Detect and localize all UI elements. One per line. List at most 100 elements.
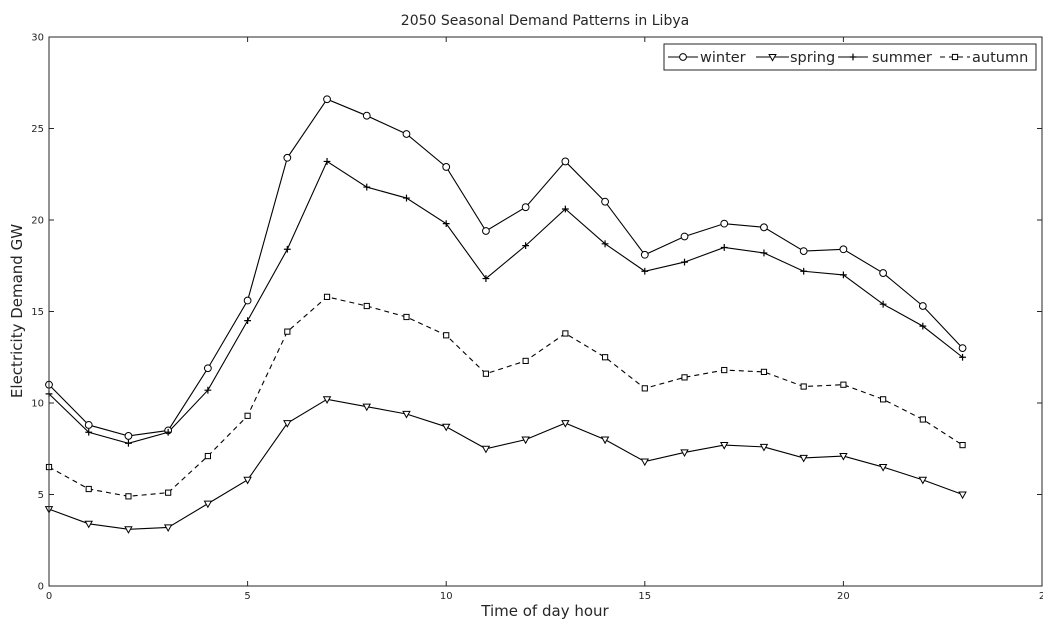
marker-circle	[482, 227, 490, 235]
data-point-summer	[85, 428, 93, 436]
marker-plus	[800, 267, 808, 275]
legend-marker-winter	[679, 53, 687, 61]
data-point-summer	[522, 242, 530, 250]
data-point-winter	[839, 245, 848, 254]
data-point-summer	[323, 158, 331, 165]
marker-square	[323, 293, 331, 300]
data-point-winter	[402, 130, 411, 138]
marker-square	[959, 441, 966, 449]
marker-triangle	[402, 410, 411, 419]
legend-item-winter: winter	[668, 50, 746, 66]
data-point-winter	[879, 269, 888, 277]
legend-marker-autumn	[951, 53, 959, 61]
marker-triangle	[481, 445, 491, 454]
data-point-spring	[839, 453, 848, 461]
marker-plus	[879, 300, 887, 308]
data-point-spring	[561, 420, 570, 428]
marker-square	[880, 396, 887, 403]
marker-triangle	[124, 526, 133, 534]
data-point-autumn	[681, 374, 688, 381]
data-point-winter	[323, 95, 331, 104]
marker-square	[951, 53, 959, 61]
series-markers	[44, 95, 967, 534]
data-point-winter	[799, 247, 808, 256]
data-point-autumn	[800, 383, 807, 390]
data-point-spring	[958, 491, 967, 500]
data-point-autumn	[641, 385, 648, 392]
legend-item-spring: spring	[756, 50, 835, 66]
data-point-autumn	[721, 366, 728, 374]
data-point-spring	[600, 436, 610, 445]
marker-square	[244, 412, 251, 419]
data-point-spring	[362, 403, 372, 412]
marker-circle	[720, 219, 729, 228]
marker-triangle	[799, 454, 808, 463]
data-point-winter	[760, 223, 768, 232]
data-point-summer	[601, 240, 609, 248]
marker-circle	[561, 157, 570, 166]
marker-square	[85, 485, 92, 493]
data-point-summer	[403, 194, 410, 202]
axis-ticks: 0 5 10 15 20 25 30 0 5 10 15 20 2	[31, 33, 1043, 603]
data-point-winter	[283, 153, 292, 162]
data-point-autumn	[284, 328, 291, 335]
data-point-summer	[363, 183, 371, 191]
marker-triangle	[759, 443, 769, 452]
marker-square	[363, 302, 370, 310]
data-point-spring	[759, 443, 769, 452]
data-point-winter	[680, 232, 689, 241]
marker-triangle	[878, 464, 888, 472]
marker-square	[800, 383, 807, 390]
data-point-autumn	[522, 357, 529, 365]
marker-plus	[959, 353, 966, 361]
marker-triangle	[561, 420, 570, 428]
marker-square	[840, 381, 847, 388]
x-tick-label: 0	[46, 591, 52, 602]
marker-circle	[918, 302, 927, 310]
marker-plus	[681, 258, 688, 266]
marker-circle	[679, 53, 687, 61]
marker-circle	[640, 250, 649, 259]
data-point-winter	[442, 163, 451, 171]
marker-plus	[164, 428, 172, 436]
data-point-spring	[481, 445, 491, 454]
data-point-winter	[958, 344, 967, 353]
y-tick-label: 10	[31, 399, 44, 410]
marker-circle	[323, 95, 331, 104]
marker-plus	[760, 249, 768, 257]
marker-plus	[363, 183, 371, 191]
marker-triangle	[283, 420, 292, 428]
data-point-autumn	[443, 332, 450, 339]
marker-triangle	[84, 520, 93, 529]
data-point-winter	[601, 197, 609, 206]
data-point-summer	[442, 220, 450, 228]
y-tick-label: 30	[31, 33, 44, 44]
marker-square	[284, 328, 291, 335]
marker-circle	[601, 197, 609, 206]
marker-square	[522, 357, 529, 365]
marker-triangle	[243, 476, 252, 485]
data-point-autumn	[244, 412, 251, 419]
y-axis-label: Electricity Demand GW	[8, 224, 26, 398]
y-tick-label: 5	[38, 490, 44, 501]
y-tick-label: 0	[38, 582, 44, 593]
data-point-summer	[800, 267, 808, 275]
series-line-autumn	[48, 296, 963, 497]
data-point-autumn	[919, 416, 926, 423]
marker-plus	[919, 322, 927, 330]
marker-triangle	[680, 449, 689, 458]
marker-triangle	[441, 423, 451, 432]
data-point-autumn	[601, 354, 609, 361]
marker-triangle	[163, 524, 173, 533]
data-point-autumn	[562, 330, 569, 337]
legend-marker-summer	[849, 53, 857, 61]
data-point-summer	[283, 245, 291, 253]
data-point-spring	[322, 396, 332, 404]
marker-triangle	[521, 436, 530, 445]
data-point-summer	[879, 300, 887, 308]
marker-square	[125, 493, 132, 500]
marker-square	[403, 313, 410, 321]
data-point-autumn	[125, 493, 132, 500]
marker-plus	[244, 317, 251, 325]
data-point-summer	[164, 428, 172, 436]
